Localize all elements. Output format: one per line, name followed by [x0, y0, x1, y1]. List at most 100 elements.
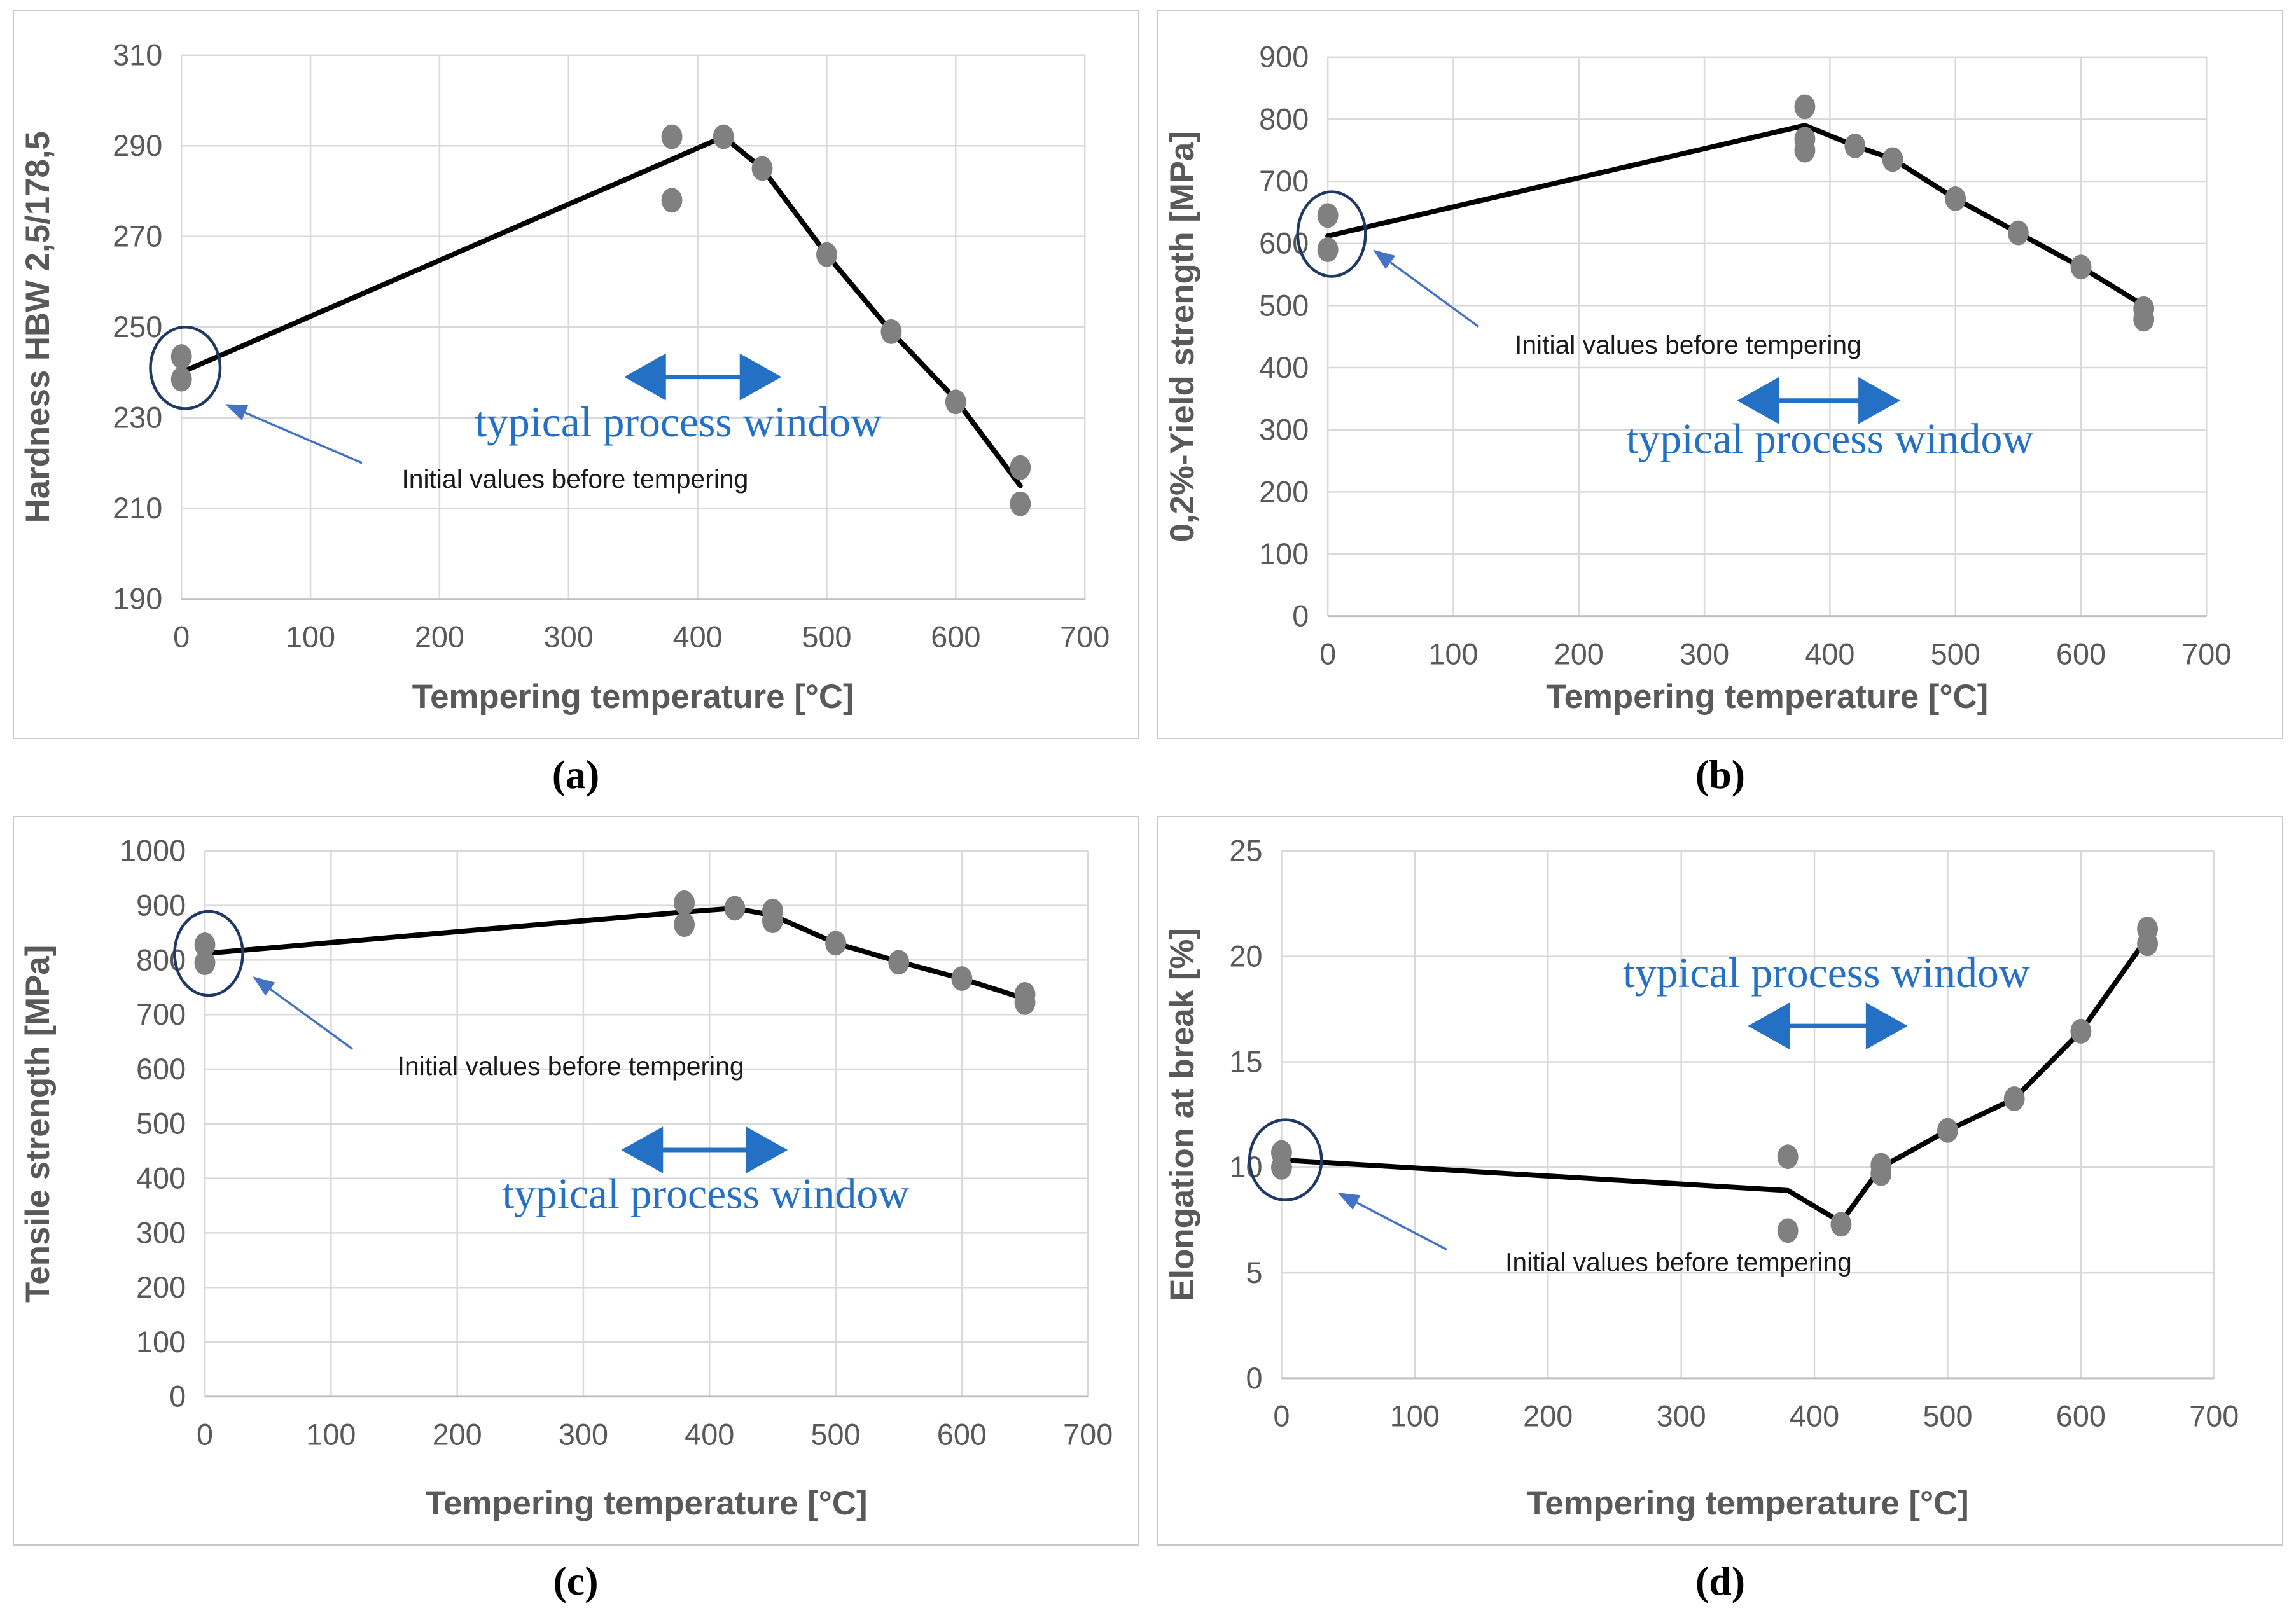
svg-text:700: 700 [2189, 1400, 2239, 1433]
process-window-arrow [1737, 377, 1900, 424]
svg-text:190: 190 [113, 583, 162, 616]
data-points [1317, 94, 2155, 332]
svg-text:25: 25 [1229, 834, 1262, 868]
svg-text:210: 210 [113, 492, 162, 525]
svg-text:0: 0 [173, 620, 190, 653]
x-axis-title: Tempering temperature [°C] [1527, 1485, 1969, 1522]
svg-text:15: 15 [1229, 1045, 1262, 1078]
svg-text:100: 100 [1390, 1400, 1440, 1433]
process-window-label: typical process window [1627, 415, 2034, 462]
svg-text:400: 400 [1790, 1400, 1839, 1433]
svg-text:600: 600 [2056, 1400, 2106, 1433]
svg-text:600: 600 [136, 1053, 186, 1086]
svg-text:400: 400 [685, 1418, 734, 1451]
initial-values-leader-arrow [1337, 1193, 1447, 1251]
chart-yield-strength: 0 100 200 300 400 500 600 700010020030040050060… [1164, 41, 2231, 716]
panel-label-c: (c) [553, 1558, 599, 1603]
svg-text:0: 0 [1273, 1400, 1290, 1433]
initial-values-label: Initial values before tempering [1505, 1247, 1852, 1277]
svg-text:0: 0 [1319, 637, 1336, 670]
svg-text:400: 400 [136, 1162, 186, 1195]
data-points [170, 124, 1031, 516]
svg-text:500: 500 [136, 1107, 186, 1140]
panel-label-a: (a) [552, 752, 600, 797]
svg-text:100: 100 [1428, 637, 1478, 670]
panel-yield-strength: 0 100 200 300 400 500 600 700 0 100 200 300 400 500 60… [1157, 10, 2283, 739]
series-line [179, 134, 1023, 488]
svg-text:300: 300 [559, 1418, 608, 1451]
svg-text:300: 300 [1259, 413, 1309, 447]
gridlines [204, 850, 1089, 1398]
panel-tensile-strength: 0 100 200 300 400 500 600 700 0 100 200 300 400 500 60… [13, 816, 1139, 1546]
svg-text:100: 100 [286, 620, 335, 653]
svg-text:10: 10 [1229, 1151, 1262, 1184]
svg-text:200: 200 [1523, 1400, 1573, 1433]
x-axis-title: Tempering temperature [°C] [1546, 678, 1988, 716]
svg-text:310: 310 [113, 39, 162, 72]
svg-text:200: 200 [433, 1418, 482, 1451]
y-axis-title: Tensile strength [MPa] [19, 945, 57, 1303]
tick-labels: 0 100 200 300 400 500 600 700010020030040050060… [1259, 41, 2231, 671]
svg-text:500: 500 [811, 1418, 860, 1451]
svg-text:200: 200 [415, 620, 464, 653]
panel-hardness: 0 100 200 300 400 500 600 700 190 210 230 250 270 290… [13, 10, 1139, 739]
series-line [202, 905, 1028, 1002]
svg-text:0: 0 [169, 1380, 186, 1413]
svg-text:300: 300 [136, 1216, 186, 1249]
svg-text:500: 500 [1931, 637, 1980, 670]
data-points [194, 890, 1036, 1015]
svg-text:900: 900 [1259, 41, 1309, 74]
svg-text:400: 400 [673, 620, 723, 653]
svg-text:300: 300 [1680, 637, 1729, 670]
svg-text:200: 200 [1554, 637, 1604, 670]
svg-text:700: 700 [1060, 620, 1110, 653]
svg-text:20: 20 [1229, 940, 1262, 973]
svg-text:250: 250 [113, 310, 162, 343]
initial-values-leader-arrow [225, 404, 363, 464]
svg-text:100: 100 [306, 1418, 356, 1451]
panel-label-d: (d) [1695, 1558, 1746, 1603]
svg-text:300: 300 [1657, 1400, 1706, 1433]
process-window-label: typical process window [502, 1170, 909, 1217]
svg-text:900: 900 [136, 889, 186, 922]
initial-values-leader-arrow [1373, 249, 1479, 328]
initial-values-circle [1296, 190, 1367, 278]
svg-text:500: 500 [802, 620, 851, 653]
svg-text:400: 400 [1805, 637, 1854, 670]
svg-text:0: 0 [1246, 1362, 1262, 1395]
chart-elongation: 0 100 200 300 400 500 600 700 0 5 10 15 20 25 Elongati… [1164, 834, 2239, 1522]
y-axis-title: Hardness HBW 2,5/178,5 [19, 131, 57, 523]
tick-labels: 0 100 200 300 400 500 600 700 190 210 230 250 270 290… [113, 39, 1110, 654]
svg-text:200: 200 [1259, 475, 1309, 508]
series-line [1279, 934, 2150, 1226]
series-line [1325, 123, 2146, 308]
x-axis-title: Tempering temperature [°C] [426, 1485, 868, 1522]
svg-text:700: 700 [1063, 1418, 1113, 1451]
process-window-arrow [1748, 1002, 1908, 1049]
initial-values-label: Initial values before tempering [401, 464, 748, 494]
x-axis-title: Tempering temperature [°C] [412, 678, 854, 716]
svg-text:290: 290 [113, 129, 162, 162]
initial-values-label: Initial values before tempering [398, 1051, 744, 1081]
panel-elongation: 0 100 200 300 400 500 600 700 0 5 10 15 20 25 Elongati… [1157, 816, 2283, 1546]
initial-values-leader-arrow [253, 976, 354, 1050]
chart-hardness: 0 100 200 300 400 500 600 700 190 210 230 250 270 290… [19, 39, 1110, 716]
svg-text:5: 5 [1246, 1256, 1262, 1289]
chart-tensile-strength: 0 100 200 300 400 500 600 700 0 100 200 300 400 500 60… [19, 834, 1113, 1522]
svg-text:700: 700 [2181, 637, 2231, 670]
initial-values-circle [173, 910, 244, 997]
initial-values-circle [1248, 1118, 1323, 1201]
svg-text:0: 0 [197, 1418, 213, 1451]
tick-labels: 0 100 200 300 400 500 600 700010020030040050060… [120, 834, 1113, 1451]
svg-text:500: 500 [1923, 1400, 1972, 1433]
svg-text:700: 700 [1259, 165, 1309, 198]
panel-label-b: (b) [1695, 752, 1746, 797]
initial-values-circle [149, 326, 222, 410]
gridlines [180, 54, 1086, 600]
process-window-label: typical process window [475, 398, 882, 446]
y-axis-title: Elongation at break [%] [1164, 928, 1201, 1301]
svg-text:700: 700 [136, 998, 186, 1031]
svg-text:800: 800 [1259, 102, 1309, 135]
svg-text:400: 400 [1259, 351, 1309, 384]
